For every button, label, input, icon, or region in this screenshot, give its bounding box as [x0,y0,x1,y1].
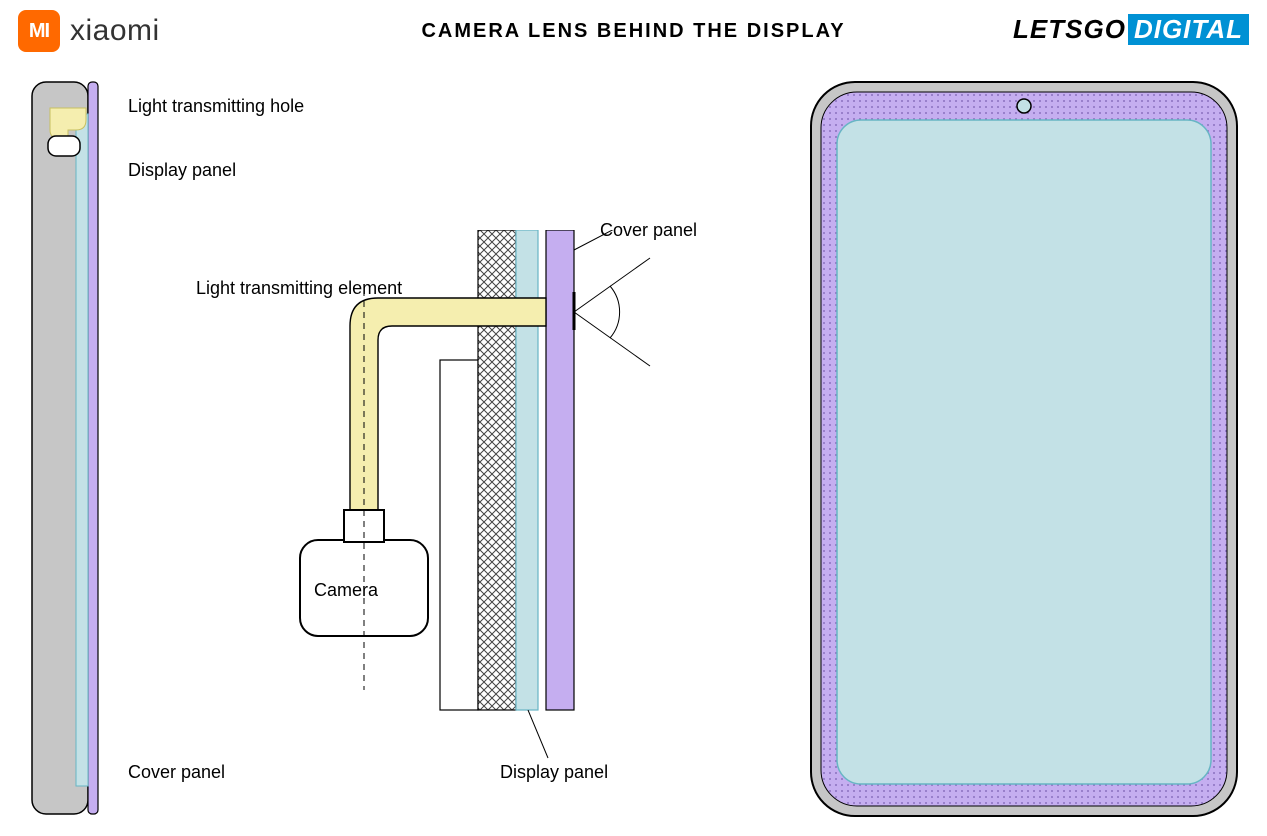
label-cover-panel-bottom: Cover panel [128,762,225,783]
front-view-svg [809,80,1239,820]
xiaomi-logo: MI xiaomi [18,10,160,52]
xiaomi-wordmark: xiaomi [70,14,160,48]
letsgodigital-logo: LETSGO DIGITAL [1013,14,1249,45]
label-display-panel-top: Display panel [128,160,236,181]
front-view-diagram [809,80,1239,820]
letsgo-text: LETSGO [1013,14,1126,45]
side-view-svg [30,80,102,820]
label-display-panel-bottom: Display panel [500,762,608,783]
label-camera: Camera [314,580,378,601]
side-view-diagram [30,80,102,820]
label-cover-panel-right: Cover panel [600,220,697,241]
detail-view-diagram [280,230,680,750]
header: MI xiaomi CAMERA LENS BEHIND THE DISPLAY… [0,0,1267,60]
digital-text: DIGITAL [1128,14,1249,45]
label-light-hole: Light transmitting hole [128,96,304,117]
page-title: CAMERA LENS BEHIND THE DISPLAY [421,20,845,43]
label-light-element: Light transmitting element [196,278,402,299]
mi-icon: MI [18,10,60,52]
detail-view-svg [280,230,680,750]
leader-display-bottom [500,710,560,760]
